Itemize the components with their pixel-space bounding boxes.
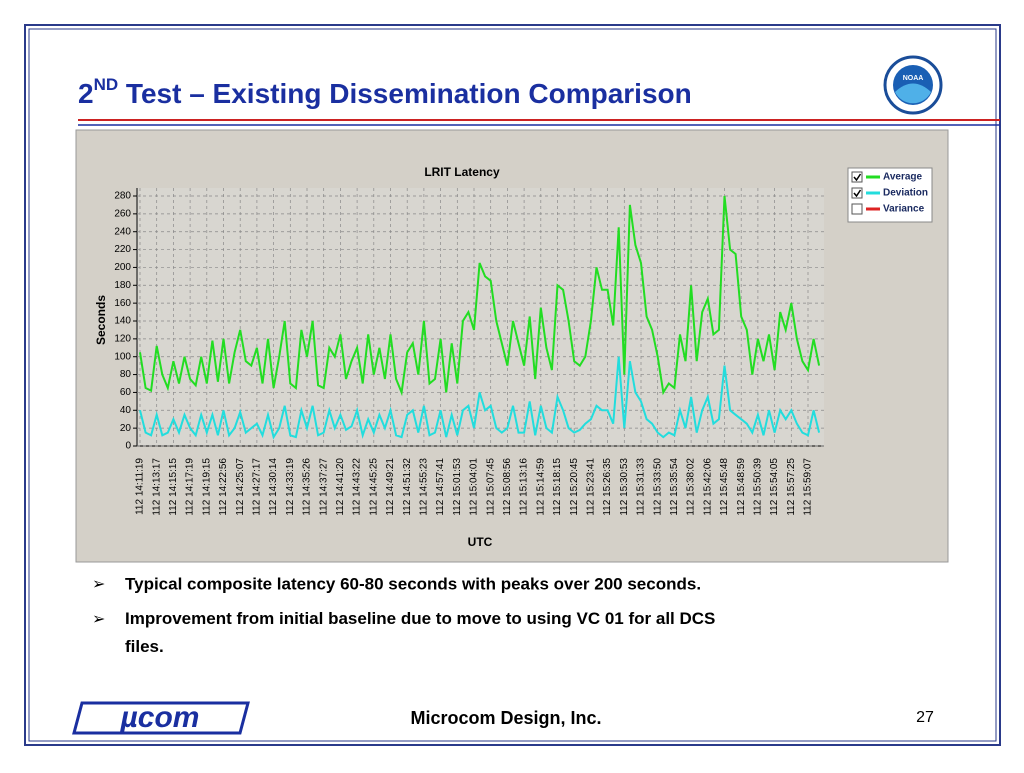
legend-label: Variance (883, 204, 925, 215)
x-tick-label: 112 14:11:19 (135, 458, 146, 515)
y-tick-label: 220 (114, 244, 131, 255)
x-tick-label: 112 15:33:50 (652, 458, 663, 516)
bullet-marker: ➢ (92, 611, 105, 628)
x-tick-label: 112 15:18:15 (552, 458, 563, 516)
x-tick-label: 112 15:59:07 (803, 458, 814, 516)
x-tick-label: 112 14:37:27 (318, 458, 329, 516)
x-tick-label: 112 14:57:41 (435, 458, 446, 516)
footer-logo-frame (72, 701, 250, 735)
x-tick-label: 112 15:42:06 (702, 458, 713, 516)
legend-label: Average (883, 172, 923, 183)
noaa-logo-wave (895, 83, 931, 104)
chart-title: LRIT Latency (424, 165, 500, 179)
title-number: 2 (78, 78, 94, 109)
title-text: Test – Existing Dissemination Comparison (118, 78, 692, 109)
x-tick-label: 112 15:48:59 (736, 458, 747, 516)
series-line (139, 195, 821, 397)
x-tick-label: 112 15:38:02 (686, 458, 697, 516)
x-tick-label: 112 14:13:17 (151, 458, 162, 516)
x-tick-label: 112 14:33:19 (285, 458, 296, 516)
slide-title: 2ND Test – Existing Dissemination Compar… (78, 75, 692, 109)
x-tick-label: 112 15:01:53 (452, 458, 463, 516)
y-tick-label: 100 (114, 351, 131, 362)
slide-frame-inner (28, 28, 997, 742)
x-tick-label: 112 14:55:23 (419, 458, 430, 516)
y-tick-label: 20 (120, 423, 132, 434)
legend-checkmark (853, 173, 862, 182)
x-tick-label: 112 15:35:54 (669, 458, 680, 516)
bullet: Typical composite latency 60-80 seconds … (125, 574, 701, 593)
footer-company: Microcom Design, Inc. (410, 708, 601, 728)
title-suffix: ND (94, 75, 119, 94)
x-tick-label: 112 15:26:35 (602, 458, 613, 516)
page-number: 27 (916, 709, 934, 726)
x-tick-label: 112 14:30:14 (268, 458, 279, 516)
x-tick-label: 112 15:30:53 (619, 458, 630, 516)
x-axis-label: UTC (468, 535, 493, 549)
x-tick-label: 112 15:54:05 (769, 458, 780, 516)
bullet-marker: ➢ (92, 576, 105, 593)
x-tick-label: 112 14:49:21 (385, 458, 396, 516)
x-tick-label: 112 14:22:56 (218, 458, 229, 516)
x-tick-label: 112 15:14:59 (535, 458, 546, 516)
legend-checkbox (851, 187, 863, 199)
x-tick-label: 112 14:45:25 (368, 458, 379, 516)
x-tick-label: 112 15:20:45 (569, 458, 580, 516)
x-tick-label: 112 14:41:20 (335, 458, 346, 516)
y-tick-label: 160 (114, 298, 131, 309)
y-tick-label: 280 (114, 191, 131, 202)
x-tick-label: 112 15:13:16 (519, 458, 530, 516)
y-axis-label: Seconds (94, 295, 108, 345)
x-tick-label: 112 14:25:07 (235, 458, 246, 516)
y-tick-label: 80 (120, 369, 132, 380)
x-tick-label: 112 15:08:56 (502, 458, 513, 516)
x-tick-label: 112 15:50:39 (753, 458, 764, 516)
y-tick-label: 40 (120, 405, 132, 416)
y-tick-label: 240 (114, 226, 131, 237)
y-tick-label: 120 (114, 333, 131, 344)
series-line (139, 356, 821, 440)
y-tick-label: 180 (114, 280, 131, 291)
x-tick-label: 112 14:35:26 (302, 458, 313, 516)
noaa-logo-text: NOAA (903, 75, 924, 82)
x-tick-label: 112 15:23:41 (586, 458, 597, 516)
legend-checkmark (853, 189, 862, 198)
y-tick-label: 60 (120, 387, 132, 398)
x-tick-label: 112 14:19:15 (201, 458, 212, 516)
x-tick-label: 112 14:17:19 (185, 458, 196, 516)
x-tick-label: 112 14:51:32 (402, 458, 413, 516)
x-tick-label: 112 15:57:25 (786, 458, 797, 516)
x-tick-label: 112 15:31:33 (636, 458, 647, 516)
y-tick-label: 140 (114, 316, 131, 327)
slide-frame (24, 24, 1001, 746)
y-tick-label: 260 (114, 208, 131, 219)
footer-logo: µcom (120, 701, 200, 734)
x-tick-label: 112 15:04:01 (469, 458, 480, 516)
legend-checkbox (851, 203, 863, 215)
legend-checkbox (851, 171, 863, 183)
x-tick-label: 112 14:15:15 (168, 458, 179, 516)
x-tick-label: 112 15:07:45 (485, 458, 496, 516)
x-tick-label: 112 15:45:48 (719, 458, 730, 516)
y-tick-label: 200 (114, 262, 131, 273)
legend-label: Deviation (883, 188, 928, 199)
y-tick-label: 0 (125, 441, 131, 452)
x-tick-label: 112 14:43:22 (352, 458, 363, 516)
x-tick-label: 112 14:27:17 (252, 458, 263, 516)
bullet: Improvement from initial baseline due to… (125, 609, 715, 656)
